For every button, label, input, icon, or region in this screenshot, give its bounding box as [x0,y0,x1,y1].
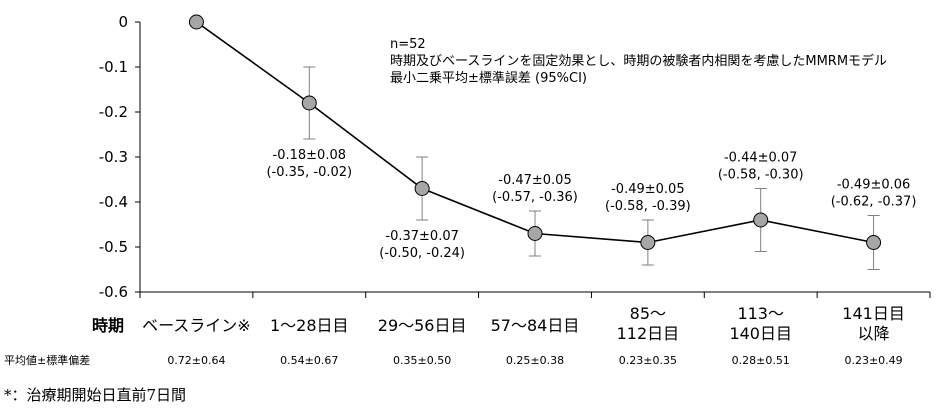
x-category-label: 57～84日目 [491,316,580,335]
mean-sd-value: 0.25±0.38 [506,354,564,367]
data-label: -0.44±0.07 [724,151,797,166]
y-tick-label: -0.1 [99,58,128,76]
y-tick-label: 0 [118,13,128,31]
x-category-label: ベースライン※ [142,316,251,335]
mean-sd-value: 0.35±0.50 [393,354,451,367]
data-label: -0.49±0.06 [837,178,910,193]
data-label: -0.37±0.07 [385,229,458,244]
y-tick-label: -0.5 [99,238,128,256]
y-tick-label: -0.2 [99,103,128,121]
data-point [753,212,769,228]
mean-sd-value: 0.72±0.64 [167,354,225,367]
data-point [527,226,543,241]
x-category-label: 113～ [737,304,784,323]
chart-annotation: 時期及びベースラインを固定効果とし、時期の被験者内相関を考慮したMMRMモデル [390,53,887,69]
mean-sd-row-label: 平均値±標準偏差 [4,353,90,367]
data-label: -0.49±0.05 [611,182,684,197]
y-tick-label: -0.4 [99,193,128,211]
data-label: (-0.58, -0.39) [605,199,691,214]
x-category-label: 141日目 [842,304,905,323]
footnote: *：治療期開始日直前7日間 [4,386,187,404]
data-label: (-0.62, -0.37) [831,195,917,210]
x-category-label: 140日目 [729,324,792,343]
x-category-label: 1～28日目 [270,316,349,335]
x-category-label: 29～56日目 [378,316,467,335]
y-tick-label: -0.6 [99,283,128,301]
data-label: (-0.57, -0.36) [492,190,578,205]
y-tick-label: -0.3 [99,148,128,166]
data-label: (-0.58, -0.30) [718,168,804,183]
mean-sd-value: 0.28±0.51 [732,354,790,367]
chart-annotation: n=52 [390,37,426,52]
data-label: -0.47±0.05 [498,173,571,188]
x-category-label: 112日目 [617,324,680,343]
data-point [640,235,656,250]
data-point [414,181,430,196]
data-label: (-0.50, -0.24) [379,246,465,261]
x-category-label: 85～ [630,304,666,323]
x-axis-label: 時期 [92,316,124,335]
data-label: (-0.35, -0.02) [266,165,352,180]
data-point [188,14,204,30]
mean-sd-value: 0.23±0.49 [844,354,902,367]
mean-sd-value: 0.54±0.67 [280,354,338,367]
data-point [301,95,317,111]
mean-sd-value: 0.23±0.35 [619,354,677,367]
chart-annotation: 最小二乗平均±標準誤差 (95%CI) [390,70,587,86]
x-category-label: 以降 [858,324,890,343]
data-label: -0.18±0.08 [273,148,346,163]
data-point [866,235,882,250]
